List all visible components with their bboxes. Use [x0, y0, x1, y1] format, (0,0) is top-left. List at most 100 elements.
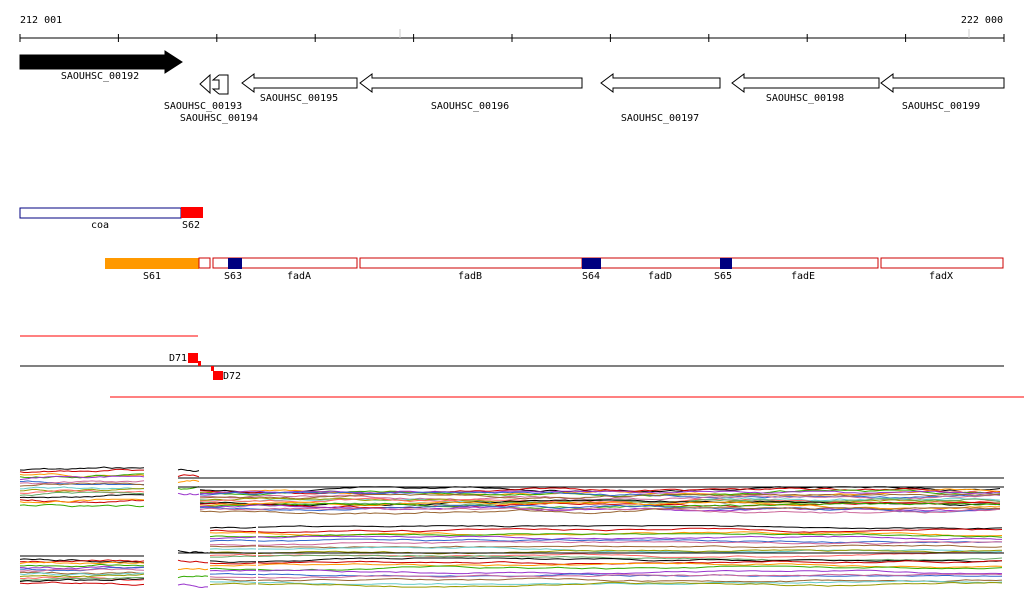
- expression-trace: [19, 468, 144, 473]
- expression-trace: [177, 583, 208, 589]
- expression-trace: [209, 573, 1003, 579]
- segment-s65[interactable]: [720, 258, 732, 269]
- expression-trace: [199, 488, 1001, 496]
- marker-d71-tail: [198, 361, 201, 366]
- marker-d72-tick: [211, 366, 214, 371]
- coverage-track: D71 D72: [20, 335, 1024, 398]
- gene-arrow-00194[interactable]: [211, 74, 229, 95]
- expression-trace: [19, 581, 145, 586]
- gene-track: SAOUHSC_00192 SAOUHSC_00193 SAOUHSC_0019…: [19, 50, 1005, 124]
- segment-s63[interactable]: [228, 258, 242, 269]
- expression-trace: [19, 576, 145, 581]
- marker-label-d71: D71: [169, 353, 187, 364]
- expression-trace: [19, 563, 145, 568]
- expression-trace: [19, 487, 145, 493]
- gene-arrow-00195[interactable]: [241, 73, 358, 93]
- expression-trace: [19, 486, 144, 490]
- expression-trace: [19, 498, 145, 504]
- expression-trace: [209, 538, 1003, 544]
- ruler-ticks: [19, 34, 1005, 42]
- expression-trace: [19, 561, 145, 565]
- ruler-end-label: 222 000: [961, 15, 1003, 26]
- segment-track-1: coa S62: [19, 207, 203, 231]
- segment-s62[interactable]: [181, 207, 203, 218]
- expression-trace: [199, 504, 1001, 512]
- segment-label-s61: S61: [143, 271, 161, 282]
- segment-label-s65: S65: [714, 271, 732, 282]
- segment-label-s63: S63: [224, 271, 242, 282]
- gene-label-00198: SAOUHSC_00198: [766, 93, 844, 104]
- expression-trace: [209, 557, 1003, 563]
- segment-coa[interactable]: [19, 207, 182, 219]
- gene-label-00196: SAOUHSC_00196: [431, 101, 509, 112]
- expression-trace: [177, 486, 200, 490]
- expression-trace: [199, 494, 1001, 501]
- expression-trace: [177, 567, 209, 571]
- expression-trace: [210, 541, 1003, 547]
- gene-label-00199: SAOUHSC_00199: [902, 101, 980, 112]
- segment-label-coa: coa: [91, 220, 109, 231]
- expression-trace: [177, 559, 208, 564]
- expression-trace: [19, 475, 145, 481]
- expression-trace: [177, 468, 200, 472]
- coordinate-ruler: 212 001 222 000: [19, 15, 1005, 42]
- expression-trace: [177, 575, 209, 579]
- expression-trace: [209, 525, 1003, 530]
- ruler-start-label: 212 001: [20, 15, 62, 26]
- segment-fadx[interactable]: [880, 257, 1004, 269]
- gene-arrow-00193[interactable]: [199, 73, 211, 95]
- expression-trace: [210, 554, 1003, 561]
- expression-trace: [199, 507, 1001, 514]
- gene-arrow-00199[interactable]: [880, 73, 1005, 93]
- segment-fada[interactable]: [212, 257, 358, 269]
- expression-trace: [19, 504, 145, 508]
- expression-trace: [209, 527, 1003, 534]
- gene-arrow-00198[interactable]: [731, 73, 880, 93]
- segment-label-fadx: fadX: [929, 271, 953, 282]
- segment-label-fade: fadE: [791, 271, 815, 282]
- expression-trace: [209, 544, 1003, 549]
- expression-trace: [209, 569, 1003, 575]
- gene-label-00195: SAOUHSC_00195: [260, 93, 338, 104]
- segment-s64[interactable]: [582, 258, 601, 269]
- expression-trace: [19, 482, 145, 487]
- expression-trace: [199, 491, 1001, 499]
- expression-trace: [177, 474, 200, 478]
- gene-arrow-00192[interactable]: [19, 50, 183, 74]
- expression-trace: [199, 502, 1001, 510]
- gene-arrow-00196[interactable]: [359, 73, 583, 93]
- segment-s61-tail: [198, 257, 211, 269]
- gene-label-00194: SAOUHSC_00194: [180, 113, 258, 124]
- marker-d71[interactable]: [188, 353, 198, 363]
- expression-trace: [19, 573, 145, 578]
- expression-trace: [19, 578, 145, 582]
- expression-trace: [177, 479, 200, 483]
- expression-trace: [20, 568, 145, 572]
- segment-track-2: S61 S63 fadA fadB S64 fadD S65 fadE fadX: [105, 257, 1004, 282]
- segment-label-s62: S62: [182, 220, 200, 231]
- expression-trace: [199, 490, 1001, 495]
- expression-trace: [19, 480, 145, 485]
- expression-trace: [19, 559, 145, 564]
- expression-trace: [19, 494, 145, 499]
- gene-arrow-00197[interactable]: [600, 73, 721, 93]
- expression-trace: [209, 562, 1003, 569]
- marker-d72[interactable]: [213, 371, 223, 380]
- segment-label-fadd: fadD: [648, 271, 672, 282]
- expression-trace: [209, 549, 1003, 555]
- marker-label-d72: D72: [223, 371, 241, 382]
- profile-lines-lower-left: [19, 558, 145, 586]
- expression-trace: [19, 572, 145, 576]
- expression-trace: [209, 565, 1003, 572]
- segment-label-fada: fadA: [287, 271, 311, 282]
- profile-lines-upper-right: [177, 468, 1001, 515]
- expression-trace: [209, 535, 1003, 541]
- expression-trace: [209, 533, 1003, 538]
- segment-s61[interactable]: [105, 258, 199, 269]
- expression-profiles: [19, 464, 1004, 592]
- profile-lines-lower-right: [177, 525, 1003, 589]
- expression-trace: [209, 581, 1003, 588]
- segment-fadb[interactable]: [359, 257, 583, 269]
- expression-trace: [177, 492, 200, 496]
